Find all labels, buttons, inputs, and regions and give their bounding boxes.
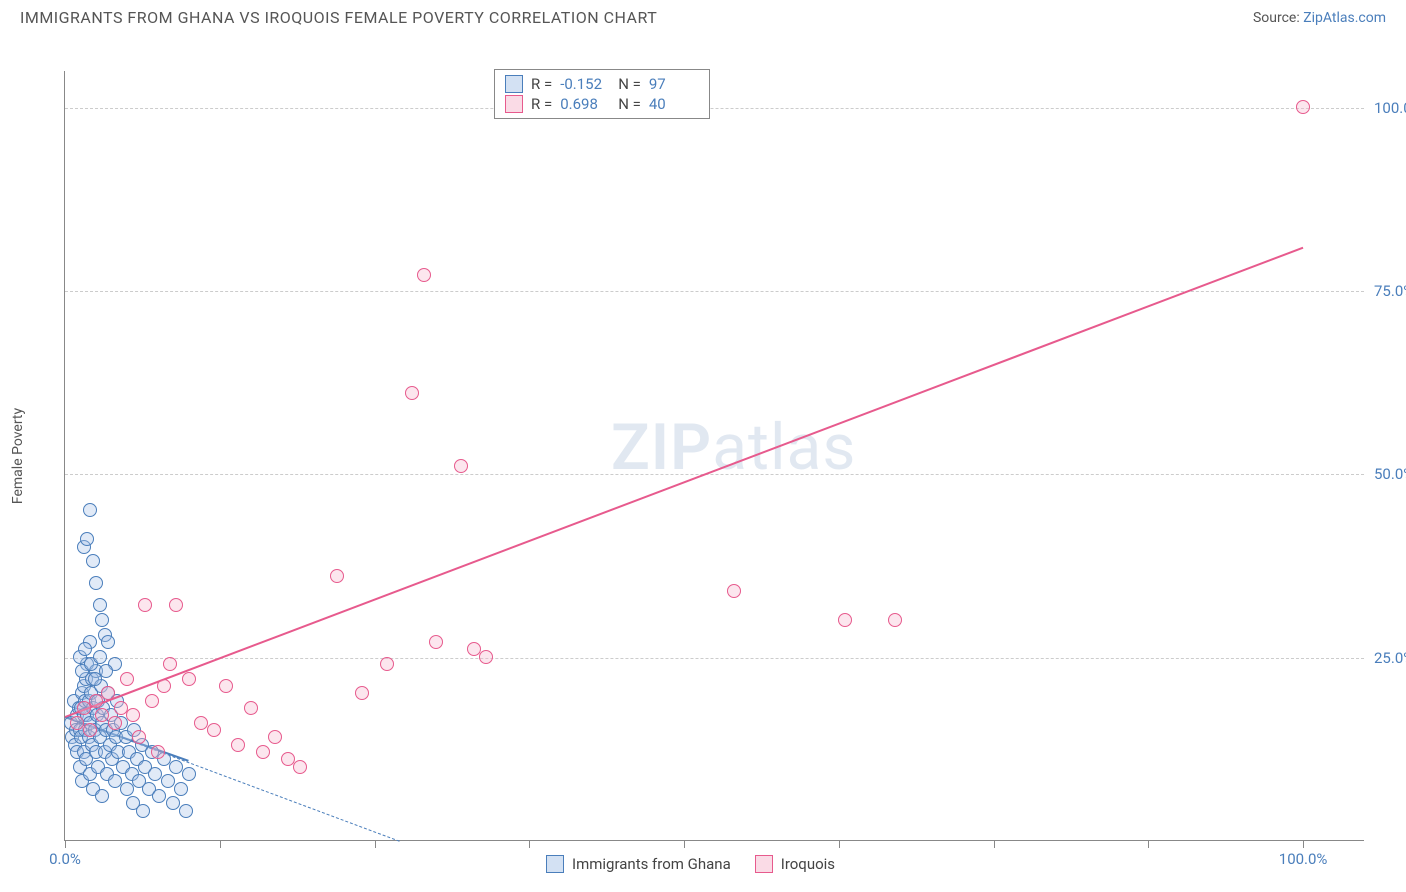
data-point: [126, 708, 140, 722]
data-point: [157, 679, 171, 693]
legend-swatch: [505, 95, 523, 113]
data-point: [152, 789, 166, 803]
data-point: [1296, 100, 1310, 114]
data-point: [78, 642, 92, 656]
data-point: [86, 554, 100, 568]
data-point: [219, 679, 233, 693]
data-point: [80, 532, 94, 546]
y-tick-label: 50.0%: [1374, 465, 1406, 483]
data-point: [355, 686, 369, 700]
legend-r-value: 0.698: [560, 95, 610, 113]
data-point: [83, 723, 97, 737]
data-point: [838, 613, 852, 627]
legend-swatch: [755, 855, 773, 873]
data-point: [244, 701, 258, 715]
data-point: [429, 635, 443, 649]
y-tick-label: 25.0%: [1374, 649, 1406, 667]
y-tick-label: 100.0%: [1374, 99, 1406, 117]
legend-n-value: 97: [649, 75, 699, 93]
x-tick: [375, 840, 376, 848]
gridline-h: [65, 474, 1364, 475]
x-tick: [839, 840, 840, 848]
data-point: [380, 657, 394, 671]
legend-row: R = -0.152 N = 97: [505, 74, 699, 94]
data-point: [479, 650, 493, 664]
legend-r-label: R =: [531, 95, 552, 113]
source-link[interactable]: ZipAtlas.com: [1303, 10, 1386, 26]
data-point: [138, 598, 152, 612]
legend-item: Immigrants from Ghana: [546, 855, 731, 873]
data-point: [108, 716, 122, 730]
legend-n-value: 40: [649, 95, 699, 113]
trend-line: [65, 247, 1304, 718]
x-tick: [1303, 840, 1304, 848]
legend-swatch: [505, 75, 523, 93]
chart-title: IMMIGRANTS FROM GHANA VS IROQUOIS FEMALE…: [20, 8, 657, 27]
x-tick-label: 100.0%: [1279, 850, 1328, 868]
data-point: [132, 730, 146, 744]
gridline-h: [65, 108, 1364, 109]
data-point: [93, 650, 107, 664]
legend-row: R = 0.698 N = 40: [505, 94, 699, 114]
legend-r-label: R =: [531, 75, 552, 93]
data-point: [405, 386, 419, 400]
legend-series-name: Immigrants from Ghana: [572, 855, 731, 873]
data-point: [256, 745, 270, 759]
x-tick: [994, 840, 995, 848]
data-point: [727, 584, 741, 598]
data-point: [101, 635, 115, 649]
data-point: [454, 459, 468, 473]
data-point: [83, 503, 97, 517]
y-tick-label: 75.0%: [1374, 282, 1406, 300]
legend-swatch: [546, 855, 564, 873]
correlation-legend: R = -0.152 N = 97 R = 0.698 N = 40: [494, 69, 710, 119]
data-point: [207, 723, 221, 737]
data-point: [95, 789, 109, 803]
legend-n-label: N =: [618, 95, 641, 113]
chart-container: Female Poverty ZIPatlas 25.0%50.0%75.0%1…: [20, 31, 1386, 891]
data-point: [179, 804, 193, 818]
source-label: Source:: [1253, 10, 1303, 26]
data-point: [330, 569, 344, 583]
gridline-h: [65, 291, 1364, 292]
data-point: [151, 745, 165, 759]
source-attribution: Source: ZipAtlas.com: [1253, 10, 1386, 26]
data-point: [417, 268, 431, 282]
legend-n-label: N =: [618, 75, 641, 93]
data-point: [163, 657, 177, 671]
x-tick: [684, 840, 685, 848]
legend-series-name: Iroquois: [781, 855, 835, 873]
data-point: [268, 730, 282, 744]
data-point: [95, 613, 109, 627]
data-point: [293, 760, 307, 774]
x-tick-label: 0.0%: [49, 850, 81, 868]
data-point: [182, 672, 196, 686]
scatter-plot: ZIPatlas 25.0%50.0%75.0%100.0%0.0%100.0%…: [64, 71, 1364, 841]
data-point: [174, 782, 188, 796]
data-point: [169, 598, 183, 612]
x-tick: [529, 840, 530, 848]
gridline-h: [65, 658, 1364, 659]
data-point: [101, 686, 115, 700]
legend-r-value: -0.152: [560, 75, 610, 93]
y-axis-label: Female Poverty: [10, 408, 26, 504]
x-tick: [1148, 840, 1149, 848]
data-point: [182, 767, 196, 781]
series-legend: Immigrants from Ghana Iroquois: [546, 855, 835, 873]
data-point: [89, 576, 103, 590]
data-point: [93, 598, 107, 612]
data-point: [145, 694, 159, 708]
data-point: [166, 796, 180, 810]
data-point: [888, 613, 902, 627]
data-point: [120, 672, 134, 686]
x-tick: [65, 840, 66, 848]
data-point: [99, 664, 113, 678]
legend-item: Iroquois: [755, 855, 835, 873]
x-tick: [220, 840, 221, 848]
data-point: [161, 774, 175, 788]
data-point: [231, 738, 245, 752]
data-point: [136, 804, 150, 818]
